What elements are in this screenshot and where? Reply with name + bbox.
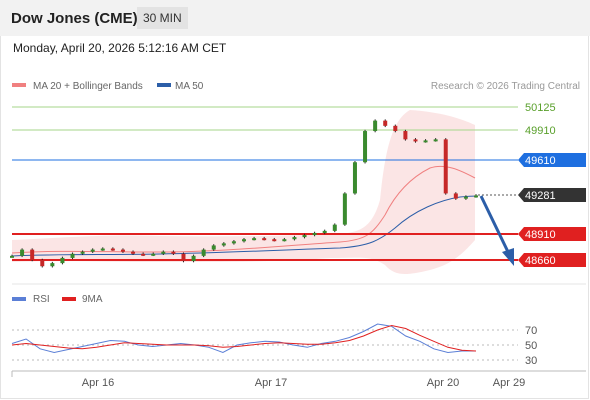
candle-body	[352, 162, 357, 194]
candle-body	[262, 238, 267, 241]
ma50-line	[11, 195, 479, 257]
candle-body	[151, 253, 156, 256]
interval-button[interactable]: 30 MIN	[137, 7, 188, 29]
rsi-line	[11, 323, 476, 354]
candle-body	[443, 139, 448, 194]
x-tick-apr20: Apr 20	[427, 377, 459, 389]
candle-body	[342, 193, 347, 225]
candle-body	[181, 253, 186, 262]
candle-body	[302, 235, 307, 238]
candle-body	[80, 251, 85, 254]
candle-body	[322, 230, 327, 233]
pivot-tag	[518, 153, 586, 167]
candle-body	[282, 239, 287, 242]
level-label-48660: 48660	[525, 255, 556, 267]
candle-body	[292, 237, 297, 240]
rsi-tick-50: 50	[525, 340, 537, 352]
candle-body	[221, 243, 226, 246]
candle-body	[332, 224, 337, 231]
candles	[10, 119, 478, 268]
candle-body	[201, 249, 206, 256]
candle-body	[120, 249, 125, 252]
level-label-49910: 49910	[525, 125, 556, 137]
rsi-legend-swatch	[12, 297, 26, 301]
instrument-title: Dow Jones (CME)	[11, 10, 138, 27]
candle-body	[90, 249, 95, 252]
candle-body	[463, 196, 468, 199]
ma50-legend-label: MA 50	[175, 81, 204, 92]
level-label-48910: 48910	[525, 229, 556, 241]
x-tick-apr17: Apr 17	[255, 377, 287, 389]
rsi-legend-label: RSI	[33, 294, 50, 305]
candle-body	[413, 139, 418, 142]
candle-body	[211, 245, 216, 250]
last-price-tag	[518, 188, 586, 202]
x-tick-apr16: Apr 16	[82, 377, 114, 389]
candle-body	[231, 241, 236, 244]
rsi-ma-legend-label: 9MA	[82, 294, 103, 305]
candle-body	[161, 251, 166, 254]
candle-body	[252, 238, 257, 241]
candle-body	[10, 255, 14, 258]
candle-body	[141, 253, 146, 256]
forecast-arrow-head	[502, 248, 514, 266]
candle-body	[100, 248, 105, 251]
candle-body	[474, 195, 478, 198]
candle-body	[423, 140, 428, 143]
rsi-lines	[11, 323, 477, 354]
timestamp: Monday, April 20, 2026 5:12:16 AM CET	[13, 41, 227, 55]
support-tag-1	[518, 227, 586, 241]
level-label-49610: 49610	[525, 155, 556, 167]
rsi-tick-70: 70	[525, 325, 537, 337]
candle-body	[110, 248, 115, 251]
candle-body	[393, 125, 398, 132]
candle-body	[191, 255, 196, 262]
forecast-arrow	[479, 195, 511, 255]
rsi-ma-line	[11, 324, 477, 352]
candle-body	[453, 193, 458, 199]
candle-body	[242, 239, 246, 242]
rsi-tick-30: 30	[525, 355, 537, 367]
research-credit: Research © 2026 Trading Central	[431, 81, 580, 92]
ma20-legend-swatch	[12, 83, 26, 87]
ma50-legend-swatch	[157, 83, 171, 87]
rsi-ma-legend-swatch	[62, 297, 76, 301]
candle-body	[312, 232, 317, 236]
candle-body	[363, 131, 368, 163]
candle-body	[433, 139, 438, 142]
candle-body	[40, 260, 45, 267]
candle-body	[30, 249, 35, 260]
candle-body	[20, 249, 25, 256]
candle-body	[131, 251, 136, 254]
candle-body	[60, 257, 65, 264]
level-label-49281: 49281	[525, 190, 556, 202]
candle-body	[70, 253, 75, 258]
ma20-line	[11, 165, 476, 254]
candle-body	[383, 120, 388, 126]
chart-header: Dow Jones (CME) 30 MIN	[0, 0, 590, 36]
candle-body	[50, 263, 55, 267]
candle-body	[373, 120, 378, 132]
x-tick-apr29: Apr 29	[493, 377, 525, 389]
candle-body	[272, 239, 277, 242]
level-label-50125: 50125	[525, 102, 556, 114]
support-tag-2	[518, 253, 586, 267]
candle-body	[403, 131, 408, 140]
ma20-legend-label: MA 20 + Bollinger Bands	[33, 81, 143, 92]
candle-body	[171, 251, 176, 254]
